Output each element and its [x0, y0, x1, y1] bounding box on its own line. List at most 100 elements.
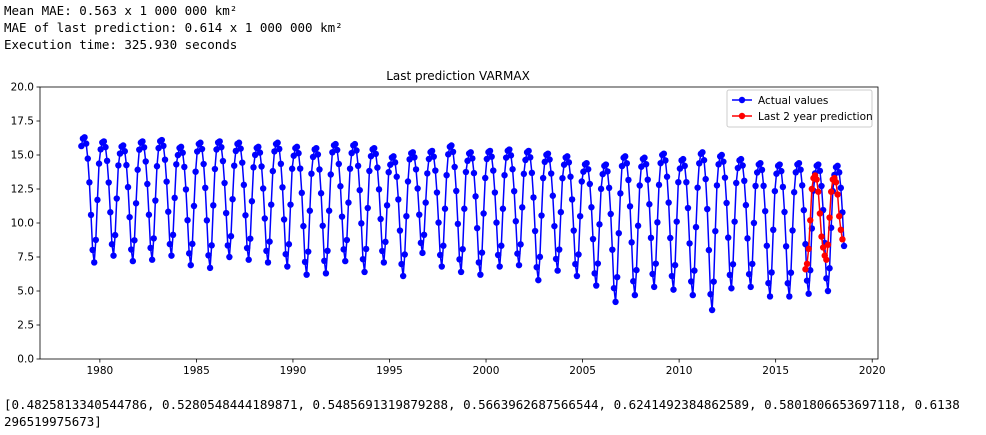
- actual-values-point: [781, 208, 788, 216]
- actual-values-point: [491, 189, 499, 196]
- actual-values-point: [179, 149, 186, 156]
- actual-values-point: [340, 246, 347, 253]
- actual-values-point: [218, 143, 225, 151]
- actual-values-point: [818, 182, 825, 190]
- actual-values-point: [573, 272, 581, 280]
- actual-values-point: [430, 153, 437, 160]
- prediction-point: [836, 213, 843, 220]
- actual-values-point: [192, 168, 199, 175]
- actual-values-point: [515, 261, 523, 269]
- actual-values-point: [691, 267, 698, 274]
- actual-values-point: [786, 293, 793, 300]
- actual-values-point: [707, 291, 714, 298]
- actual-values-point: [229, 196, 236, 203]
- actual-values-point: [771, 187, 779, 195]
- actual-values-point: [613, 273, 621, 281]
- actual-values-point: [768, 269, 775, 276]
- actual-values-point: [372, 150, 380, 158]
- actual-values-point: [451, 163, 458, 171]
- mae-list-text-2: 296519975673]: [4, 414, 102, 429]
- actual-values-point: [692, 223, 700, 231]
- actual-values-point: [568, 196, 576, 203]
- actual-values-point: [536, 253, 544, 261]
- actual-values-point: [622, 153, 629, 160]
- actual-values-point: [745, 270, 753, 278]
- actual-values-point: [552, 255, 560, 263]
- actual-values-point: [185, 250, 193, 257]
- actual-values-point: [520, 170, 528, 178]
- actual-values-point: [567, 173, 574, 180]
- actual-values-point: [97, 146, 104, 153]
- actual-values-point: [642, 160, 650, 168]
- actual-values-point: [152, 197, 159, 204]
- actual-values-point: [240, 181, 248, 189]
- actual-values-point: [105, 179, 112, 186]
- actual-values-point: [522, 156, 529, 164]
- actual-values-point: [501, 172, 508, 179]
- actual-values-point: [506, 146, 513, 153]
- actual-values-point: [358, 220, 365, 227]
- chart: Last prediction VARMAX 1980 1985 1990 1995 2…: [11, 69, 886, 377]
- actual-values-point: [287, 201, 294, 208]
- actual-values-point: [261, 215, 268, 222]
- actual-values-line: [80, 136, 845, 311]
- actual-values-point: [469, 155, 476, 162]
- actual-values-point: [457, 268, 465, 276]
- actual-values-point: [441, 205, 449, 212]
- x-tick-label: 2005: [569, 365, 596, 377]
- actual-values-point: [486, 147, 494, 155]
- actual-values-point: [432, 167, 439, 174]
- actual-values-point: [649, 270, 656, 278]
- actual-values-point: [276, 145, 283, 153]
- y-tick-label: 17.5: [11, 116, 34, 128]
- actual-values-point: [171, 194, 178, 202]
- actual-values-point: [425, 155, 433, 163]
- actual-values-point: [757, 159, 764, 167]
- actual-values-point: [285, 241, 293, 248]
- actual-values-point: [694, 184, 701, 191]
- actual-values-point: [673, 218, 680, 225]
- actual-values-point: [638, 163, 645, 170]
- actual-values-point: [737, 155, 745, 163]
- actual-values-point: [657, 159, 664, 167]
- actual-values-point: [689, 291, 696, 299]
- actual-values-point: [496, 263, 503, 270]
- actual-values-point: [459, 245, 466, 253]
- actual-values-point: [213, 146, 220, 153]
- actual-values-point: [414, 185, 421, 192]
- actual-values-point: [715, 161, 722, 168]
- actual-values-point: [644, 176, 651, 183]
- actual-values-point: [747, 283, 754, 291]
- actual-values-point: [259, 185, 267, 192]
- actual-values-point: [800, 206, 808, 214]
- actual-values-point: [443, 172, 450, 179]
- actual-values-point: [197, 139, 204, 146]
- actual-values-point: [660, 150, 668, 157]
- actual-values-point: [776, 161, 783, 168]
- actual-values-point: [107, 209, 114, 216]
- actual-values-point: [662, 157, 669, 164]
- actual-values-point: [182, 186, 190, 193]
- console-output-bottom: [0.4825813340544786, 0.5280548444189871,…: [4, 396, 960, 430]
- actual-values-point: [461, 205, 468, 212]
- actual-values-point: [385, 168, 392, 176]
- actual-values-point: [840, 242, 848, 250]
- actual-values-point: [322, 270, 330, 277]
- actual-values-point: [618, 162, 626, 170]
- actual-values-point: [398, 260, 405, 268]
- actual-values-point: [359, 255, 367, 263]
- actual-values-point: [599, 170, 606, 178]
- prediction-point: [805, 245, 812, 253]
- y-tick-label: 7.5: [17, 252, 34, 264]
- actual-values-point: [303, 271, 310, 278]
- actual-values-point: [332, 140, 339, 148]
- actual-values-point: [628, 239, 635, 246]
- actual-values-point: [428, 147, 436, 155]
- prediction-point: [827, 188, 835, 195]
- actual-values-point: [92, 236, 100, 244]
- actual-values-point: [633, 266, 640, 274]
- actual-values-point: [763, 242, 771, 249]
- actual-values-point: [548, 170, 555, 177]
- actual-values-point: [744, 235, 751, 242]
- actual-values-point: [227, 232, 235, 240]
